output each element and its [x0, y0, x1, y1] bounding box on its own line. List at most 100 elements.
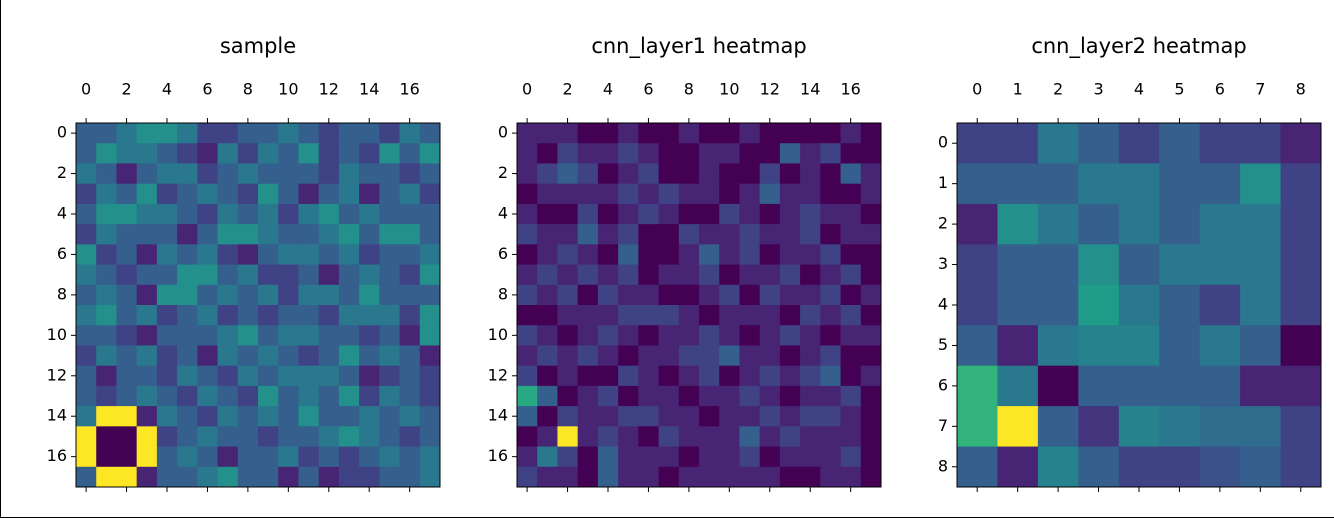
x-tick-label: 2 — [1053, 80, 1063, 99]
heatmap-cell — [557, 224, 579, 245]
heatmap-cell — [537, 203, 558, 225]
heatmap-cell — [419, 284, 441, 306]
heatmap-cell — [840, 244, 862, 266]
y-tick-label: 6 — [57, 244, 67, 263]
heatmap-cell — [537, 143, 558, 164]
heatmap-cell — [779, 345, 801, 367]
heatmap-cell — [997, 203, 1039, 245]
heatmap-cell — [820, 325, 842, 346]
heatmap-cell — [779, 264, 801, 286]
heatmap-cell — [379, 183, 401, 205]
heatmap-cell — [840, 345, 862, 367]
heatmap-cell — [298, 426, 320, 448]
heatmap-cell — [840, 325, 862, 346]
heatmap-cell — [759, 284, 781, 306]
heatmap-cell — [678, 426, 700, 448]
heatmap-cell — [1280, 163, 1322, 205]
heatmap-cell — [1118, 163, 1160, 205]
heatmap-cell — [217, 284, 239, 306]
heatmap-cell — [597, 325, 619, 346]
heatmap-cell — [597, 446, 619, 468]
heatmap-cell — [1037, 406, 1079, 448]
heatmap-cell — [258, 224, 279, 245]
heatmap-cell — [739, 446, 761, 468]
heatmap-cell — [177, 143, 198, 164]
heatmap-cell — [719, 426, 740, 448]
heatmap-cell — [217, 446, 239, 468]
heatmap-cell — [1159, 244, 1201, 286]
heatmap-cell — [800, 284, 821, 306]
heatmap-cell — [359, 284, 380, 306]
heatmap-cell — [1078, 203, 1120, 245]
heatmap-cell — [1280, 365, 1322, 407]
heatmap-cell — [779, 163, 801, 185]
y-tick-label: 14 — [47, 406, 67, 425]
heatmap-cell — [800, 406, 821, 427]
heatmap-cell — [537, 183, 558, 205]
heatmap-cell — [557, 466, 579, 488]
heatmap-cell — [419, 244, 441, 266]
heatmap-cell — [1037, 365, 1079, 407]
heatmap-cell — [96, 264, 117, 286]
heatmap-cell — [1118, 203, 1160, 245]
heatmap-cell — [298, 143, 320, 164]
heatmap-cell — [1118, 325, 1160, 367]
heatmap-cell — [800, 244, 821, 266]
heatmap-cell — [759, 264, 781, 286]
x-tick-label: 8 — [684, 80, 694, 99]
heatmap-cell — [699, 365, 720, 387]
heatmap-cell — [318, 224, 340, 245]
heatmap-cell — [1078, 325, 1120, 367]
heatmap-cell — [739, 284, 761, 306]
heatmap-cell — [699, 406, 720, 427]
heatmap-cell — [379, 305, 401, 326]
heatmap-cell — [597, 365, 619, 387]
heatmap-cell — [759, 406, 781, 427]
heatmap-cell — [658, 365, 680, 387]
heatmap-cell — [618, 345, 639, 367]
heatmap-cell — [537, 385, 558, 407]
y-tick-label: 6 — [938, 375, 948, 394]
heatmap-cell — [840, 264, 862, 286]
heatmap-cell — [399, 284, 421, 306]
heatmap-cell — [739, 224, 761, 245]
heatmap-cell — [136, 264, 158, 286]
x-tick-label: 0 — [522, 80, 532, 99]
heatmap-cell — [658, 183, 680, 205]
heatmap-cell — [399, 123, 421, 144]
heatmap-cell — [1199, 365, 1241, 407]
heatmap-cell — [957, 163, 998, 205]
heatmap-cell — [1078, 446, 1120, 488]
heatmap-cell — [517, 345, 538, 367]
heatmap-cell — [237, 264, 259, 286]
heatmap-cell — [658, 284, 680, 306]
heatmap-cell — [136, 446, 158, 468]
heatmap-cell — [399, 406, 421, 427]
heatmap-cell — [537, 123, 558, 144]
heatmap-cell — [1199, 325, 1241, 367]
y-tick-label: 16 — [47, 446, 67, 465]
chart-title: sample — [220, 34, 296, 58]
y-tick-label: 1 — [938, 173, 948, 192]
heatmap-cell — [116, 123, 138, 144]
heatmap-cell — [840, 284, 862, 306]
y-tick-label: 14 — [488, 406, 508, 425]
heatmap-cell — [298, 203, 320, 225]
heatmap-cell — [76, 264, 97, 286]
heatmap-cell — [779, 365, 801, 387]
heatmap-cell — [759, 345, 781, 367]
heatmap-cell — [1240, 244, 1282, 286]
heatmap-cell — [1078, 123, 1120, 164]
heatmap-cell — [237, 305, 259, 326]
heatmap-cell — [638, 385, 660, 407]
heatmap-cell — [177, 426, 198, 448]
heatmap-cell — [96, 466, 117, 488]
heatmap-cell — [116, 284, 138, 306]
heatmap-cell — [278, 406, 299, 427]
heatmap-cell — [860, 385, 882, 407]
heatmap-cell — [820, 426, 842, 448]
heatmap-cell — [96, 305, 117, 326]
heatmap-cell — [278, 123, 299, 144]
heatmap-cell — [997, 365, 1039, 407]
heatmap-cell — [537, 244, 558, 266]
